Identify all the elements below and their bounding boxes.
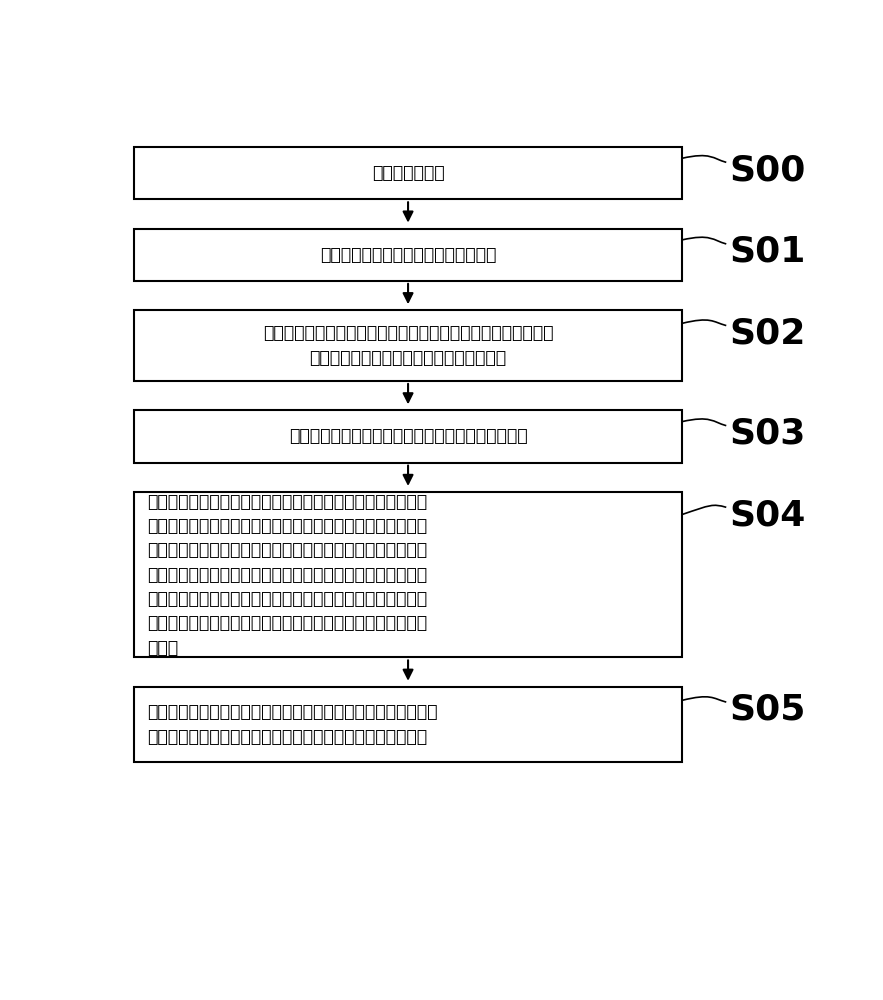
Text: S00: S00 [729,153,806,187]
Bar [134,147,682,199]
Text: 设置所述第一导电件，所述第一导电件通过所述第一连接孔分别
与所述第二顶部金属电极层和所述第一底部金属电极层电连接: 设置所述第一导电件，所述第一导电件通过所述第一连接孔分别 与所述第二顶部金属电极… [147,703,437,746]
Text: 在所述第二绝缘衬底上开设若干间隔设置的所述第一容纳槽，
且所述第一容纳槽开设有显露出所述第一顶部金属电极层的所
述开口，所述第二底部金属电极层设于所述第一容纳槽: 在所述第二绝缘衬底上开设若干间隔设置的所述第一容纳槽， 且所述第一容纳槽开设有显… [147,493,426,657]
Bar [134,410,682,463]
Bar [134,229,682,281]
Text: 在所述第一绝缘衬底上设置所述第一底部金属电极层和所述第一
顶部金属电极层，制备成所述第一纳米电容: 在所述第一绝缘衬底上设置所述第一底部金属电极层和所述第一 顶部金属电极层，制备成… [263,324,554,367]
Text: S05: S05 [729,693,806,727]
Text: 提供所述硅衬底: 提供所述硅衬底 [372,164,444,182]
Text: 在所述第一顶部金属电极层上设置所述第二绝缘衬底: 在所述第一顶部金属电极层上设置所述第二绝缘衬底 [289,427,527,445]
Text: S04: S04 [729,498,806,532]
Bar [134,310,682,381]
Text: S03: S03 [729,416,806,450]
Text: 在所述硅衬底上设置所述第一绝缘衬底: 在所述硅衬底上设置所述第一绝缘衬底 [320,246,496,264]
Text: S02: S02 [729,316,806,350]
Text: S01: S01 [729,235,806,269]
Bar [134,687,682,762]
Bar [134,492,682,657]
